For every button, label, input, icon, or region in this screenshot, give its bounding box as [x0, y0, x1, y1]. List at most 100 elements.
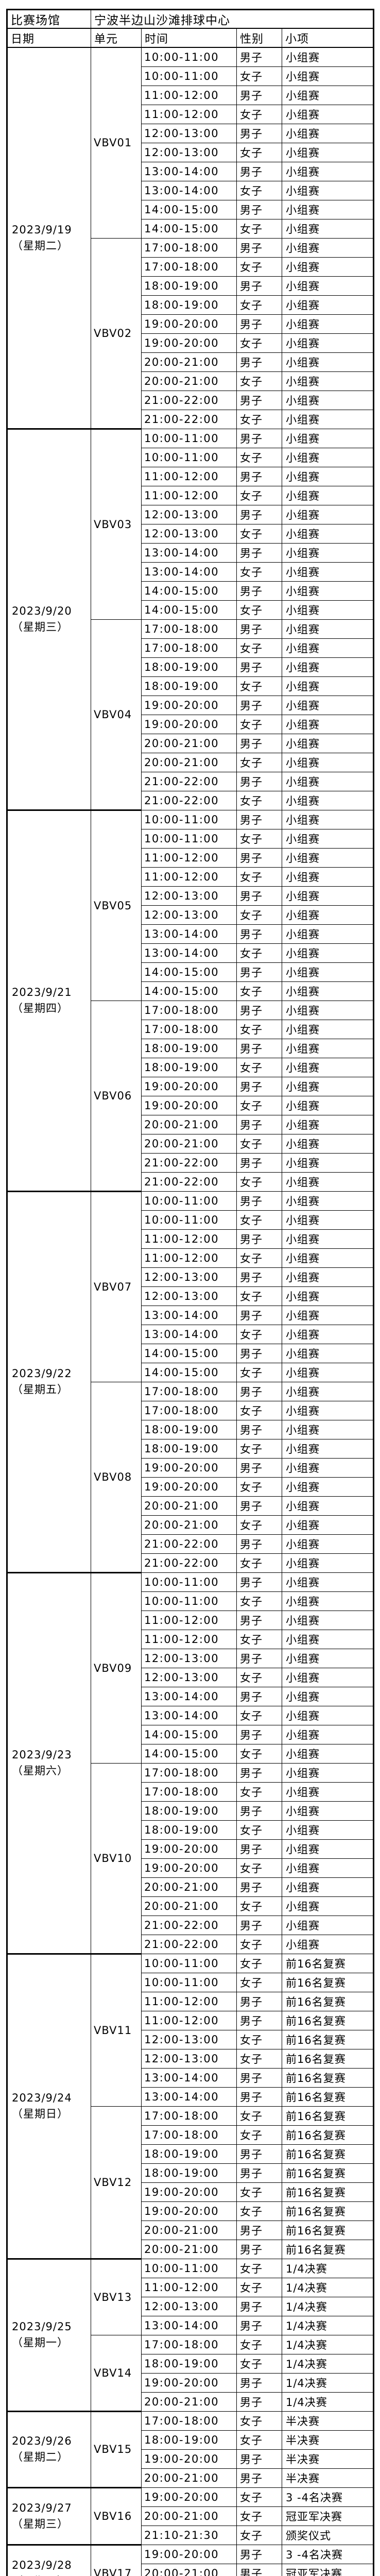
schedule-body: 2023/9/19 （星期二） VBV01 10:00-11:00 男子 小组赛 10:00… — [7, 47, 374, 2576]
gender-cell: 男子 — [236, 466, 282, 486]
gender-cell: 女子 — [236, 1248, 282, 1268]
time-cell: 11:00-12:00 — [141, 85, 237, 105]
match-row: 12:00-13:00 女子 前16名复赛 — [7, 2048, 374, 2069]
time-cell: 17:00-18:00 — [141, 619, 237, 639]
event-cell: 小组赛 — [282, 1000, 374, 1020]
event-cell: 小组赛 — [282, 695, 374, 715]
time-cell: 11:00-12:00 — [141, 485, 237, 505]
time-cell: 12:00-13:00 — [141, 2296, 237, 2316]
gender-cell: 女子 — [236, 943, 282, 963]
match-row: 21:10-21:30 女子 颁奖仪式 — [7, 2525, 374, 2545]
time-cell: 10:00-11:00 — [141, 66, 237, 86]
event-cell: 小组赛 — [282, 1648, 374, 1668]
venue-label-cell: 比赛场馆 — [7, 9, 91, 29]
time-cell: 12:00-13:00 — [141, 1667, 237, 1687]
gender-cell: 女子 — [236, 295, 282, 315]
time-cell: 18:00-19:00 — [141, 276, 237, 296]
gender-cell: 女子 — [236, 828, 282, 849]
gender-cell: 男子 — [236, 1991, 282, 2011]
event-cell: 小组赛 — [282, 104, 374, 124]
match-row: 11:00-12:00 女子 小组赛 — [7, 1629, 374, 1649]
event-cell: 小组赛 — [282, 199, 374, 219]
gender-cell: 男子 — [236, 2087, 282, 2107]
time-cell: 21:00-22:00 — [141, 1934, 237, 1954]
time-cell: 17:00-18:00 — [141, 2411, 237, 2431]
time-cell: 14:00-15:00 — [141, 962, 237, 982]
event-cell: 1/4决赛 — [282, 2353, 374, 2374]
date-text: 2023/9/23 — [12, 1749, 72, 1761]
event-cell: 前16名复赛 — [282, 1953, 374, 1973]
match-row: 11:00-12:00 女子 小组赛 — [7, 1248, 374, 1268]
event-cell: 小组赛 — [282, 1438, 374, 1459]
event-cell: 小组赛 — [282, 85, 374, 105]
event-cell: 小组赛 — [282, 771, 374, 791]
time-cell: 18:00-19:00 — [141, 676, 237, 696]
event-cell: 前16名复赛 — [282, 2182, 374, 2202]
time-cell: 20:00-21:00 — [141, 371, 237, 391]
event-cell: 前16名复赛 — [282, 2220, 374, 2240]
event-cell: 小组赛 — [282, 1210, 374, 1230]
event-cell: 小组赛 — [282, 733, 374, 753]
gender-cell: 女子 — [236, 523, 282, 544]
unit-cell: VBV08 — [91, 1381, 142, 1573]
match-row: VBV02 17:00-18:00 男子 小组赛 — [7, 238, 374, 430]
gender-cell: 男子 — [236, 1915, 282, 1935]
gender-cell: 男子 — [236, 276, 282, 296]
time-cell: 20:00-21:00 — [141, 352, 237, 372]
event-cell: 3 -4名决赛 — [282, 2487, 374, 2507]
event-cell: 小组赛 — [282, 1191, 374, 1211]
match-row: 10:00-11:00 女子 小组赛 — [7, 828, 374, 849]
match-row: 13:00-14:00 男子 小组赛 — [7, 1686, 374, 1706]
time-cell: 18:00-19:00 — [141, 1438, 237, 1459]
match-row: 21:00-22:00 女子 小组赛 — [7, 409, 374, 429]
time-cell: 21:10-21:30 — [141, 2525, 237, 2545]
event-cell: 前16名复赛 — [282, 2087, 374, 2107]
match-row: 17:00-18:00 女子 小组赛 — [7, 1400, 374, 1420]
gender-cell: 男子 — [236, 2544, 282, 2564]
event-cell: 小组赛 — [282, 1896, 374, 1916]
time-cell: 19:00-20:00 — [141, 2449, 237, 2469]
gender-cell: 男子 — [236, 2296, 282, 2316]
unit-cell: VBV16 — [91, 2487, 142, 2546]
date-cell: 2023/9/22 （星期五） — [7, 1191, 91, 1573]
event-cell: 前16名复赛 — [282, 2144, 374, 2164]
gender-cell: 男子 — [236, 2144, 282, 2164]
gender-cell: 女子 — [236, 2201, 282, 2221]
time-cell: 18:00-19:00 — [141, 1057, 237, 1077]
time-cell: 19:00-20:00 — [141, 1858, 237, 1878]
event-cell: 小组赛 — [282, 600, 374, 620]
event-cell: 小组赛 — [282, 981, 374, 1001]
gender-cell: 男子 — [236, 1114, 282, 1134]
gender-cell: 女子 — [236, 981, 282, 1001]
match-row: 20:00-21:00 男子 小组赛 — [7, 733, 374, 753]
event-cell: 前16名复赛 — [282, 2048, 374, 2069]
match-row: 11:00-12:00 男子 前16名复赛 — [7, 2010, 374, 2030]
time-cell: 20:00-21:00 — [141, 2239, 237, 2259]
unit-cell: VBV09 — [91, 1572, 142, 1764]
event-cell: 小组赛 — [282, 142, 374, 162]
gender-cell: 女子 — [236, 1858, 282, 1878]
match-row: 20:00-21:00 女子 小组赛 — [7, 752, 374, 772]
match-row: 13:00-14:00 女子 小组赛 — [7, 1324, 374, 1344]
event-cell: 小组赛 — [282, 562, 374, 582]
weekday-text: （星期六） — [12, 1765, 68, 1777]
weekday-text: （星期三） — [12, 2517, 68, 2530]
match-row: 13:00-14:00 男子 1/4决赛 — [7, 2315, 374, 2335]
date-text: 2023/9/21 — [12, 986, 72, 998]
match-row: 19:00-20:00 女子 小组赛 — [7, 333, 374, 353]
match-row: 17:00-18:00 女子 小组赛 — [7, 1019, 374, 1039]
event-cell: 颁奖仪式 — [282, 2525, 374, 2545]
match-row: 19:00-20:00 男子 小组赛 — [7, 1076, 374, 1096]
gender-cell: 男子 — [236, 352, 282, 372]
gender-cell: 男子 — [236, 428, 282, 448]
match-row: 20:00-21:00 男子 1/4决赛 — [7, 2392, 374, 2412]
event-cell: 1/4决赛 — [282, 2315, 374, 2335]
event-cell: 小组赛 — [282, 1400, 374, 1420]
schedule-header: 比赛场馆 宁波半边山沙滩排球中心 日期 单元 时间 性别 小项 — [7, 9, 374, 48]
time-cell: 18:00-19:00 — [141, 2353, 237, 2374]
col-header-date: 日期 — [7, 28, 91, 48]
time-cell: 10:00-11:00 — [141, 828, 237, 849]
gender-cell: 男子 — [236, 504, 282, 524]
match-row: 18:00-19:00 男子 小组赛 — [7, 1419, 374, 1439]
date-cell: 2023/9/19 （星期二） — [7, 47, 91, 430]
